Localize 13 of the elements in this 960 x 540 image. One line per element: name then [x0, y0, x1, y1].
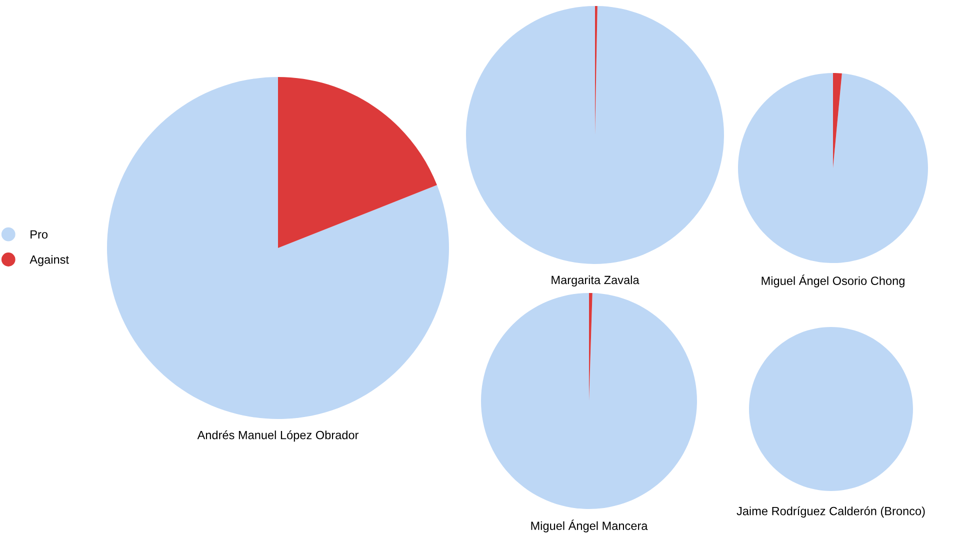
pie-slice	[466, 6, 724, 264]
legend-label: Pro	[30, 230, 48, 239]
text: Andrés Manuel López Obrador	[197, 430, 359, 442]
pie-slice	[833, 73, 842, 168]
text: Miguel Ángel Mancera	[531, 520, 648, 532]
legend-label: Against	[30, 255, 69, 266]
text: Margarita Zavala	[552, 275, 640, 287]
pie-slice	[278, 77, 437, 248]
pie-slice	[107, 77, 449, 419]
pie-slice	[738, 73, 928, 263]
text: Miguel Ángel Osorio Chong	[762, 274, 904, 288]
pie-slice	[481, 293, 697, 509]
text: Jaime Rodríguez Calderón (Bronco)	[736, 506, 925, 518]
